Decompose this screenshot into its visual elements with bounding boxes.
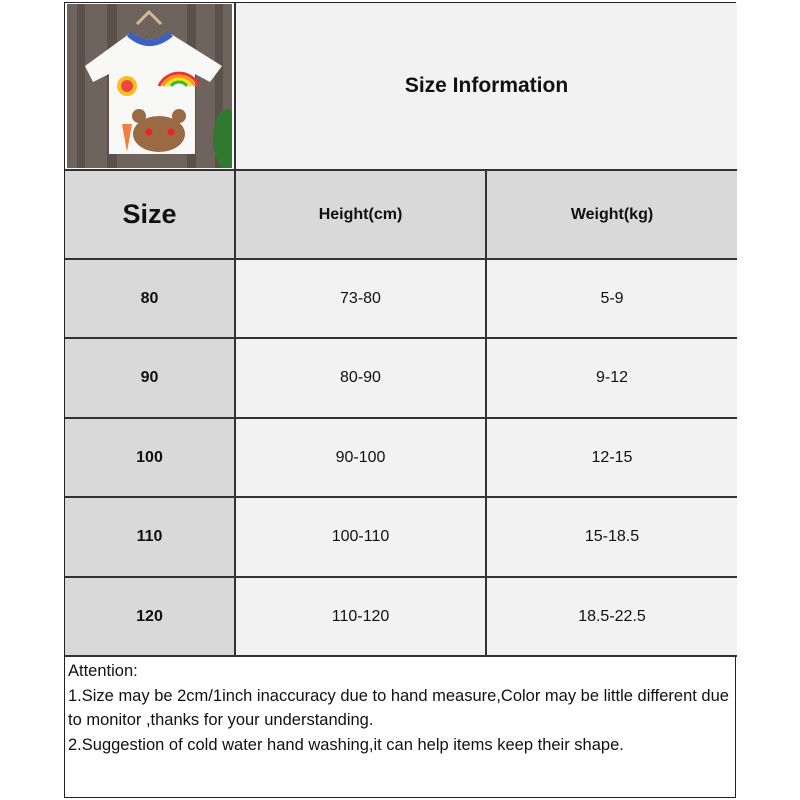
height-cell: 110-120 <box>236 578 487 657</box>
note-line: 2.Suggestion of cold water hand washing,… <box>68 735 624 754</box>
size-chart: Size Information Size Height(cm) Weight(… <box>64 2 737 798</box>
height-cell: 90-100 <box>236 419 487 498</box>
header-height: Height(cm) <box>236 171 487 260</box>
t-shirt-image <box>67 4 232 168</box>
size-cell: 120 <box>65 578 236 657</box>
attention-notes: Attention: 1.Size may be 2cm/1inch inacc… <box>65 657 735 797</box>
size-cell: 100 <box>65 419 236 498</box>
size-cell: 80 <box>65 260 236 339</box>
weight-cell: 12-15 <box>487 419 737 498</box>
notes-heading: Attention: <box>68 662 138 680</box>
weight-cell: 15-18.5 <box>487 498 737 578</box>
product-photo <box>65 3 236 171</box>
weight-cell: 18.5-22.5 <box>487 578 737 657</box>
height-cell: 73-80 <box>236 260 487 339</box>
weight-cell: 5-9 <box>487 260 737 339</box>
header-size: Size <box>65 171 236 260</box>
height-cell: 100-110 <box>236 498 487 578</box>
weight-cell: 9-12 <box>487 339 737 419</box>
header-weight: Weight(kg) <box>487 171 737 260</box>
size-cell: 90 <box>65 339 236 419</box>
page-title: Size Information <box>236 3 737 171</box>
size-cell: 110 <box>65 498 236 578</box>
height-cell: 80-90 <box>236 339 487 419</box>
note-line: 1.Size may be 2cm/1inch inaccuracy due t… <box>68 686 734 730</box>
